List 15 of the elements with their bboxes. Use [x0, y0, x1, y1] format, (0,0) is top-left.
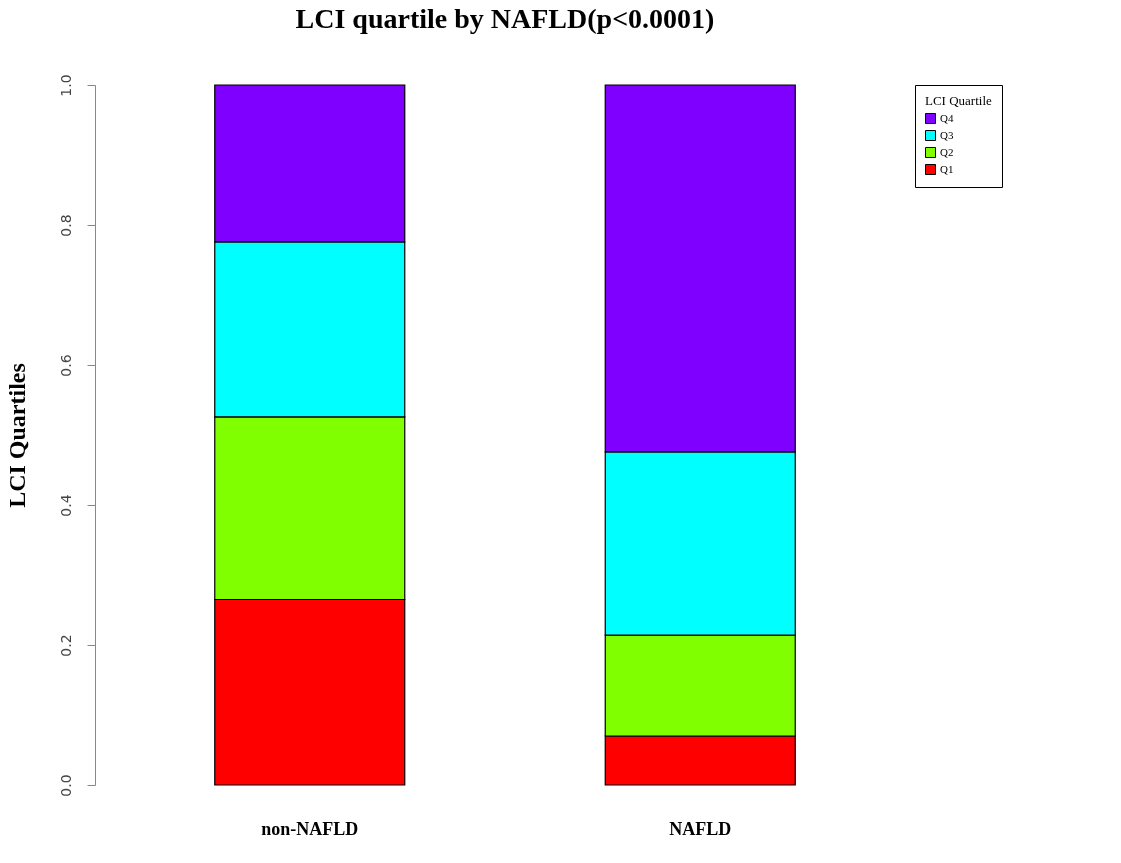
legend-label: Q1 — [940, 162, 954, 175]
chart-title: LCI quartile by NAFLD(p<0.0001) — [295, 2, 715, 34]
legend-title: LCI Quartile — [925, 93, 993, 108]
y-tick-label: 0.8 — [57, 214, 74, 237]
x-tick-label: non-NAFLD — [261, 818, 359, 839]
x-tick-label: NAFLD — [669, 818, 732, 839]
legend-label: Q2 — [940, 145, 954, 158]
legend-label: Q3 — [940, 128, 954, 141]
y-axis-title: LCI Quartiles — [3, 363, 30, 508]
legend-label: Q4 — [940, 111, 954, 124]
y-tick-label: 0.2 — [57, 634, 74, 657]
y-tick-label: 1.0 — [57, 74, 74, 97]
y-tick-label: 0.4 — [57, 494, 74, 517]
y-tick-label: 0.6 — [57, 354, 74, 377]
y-tick-label: 0.0 — [57, 774, 74, 797]
